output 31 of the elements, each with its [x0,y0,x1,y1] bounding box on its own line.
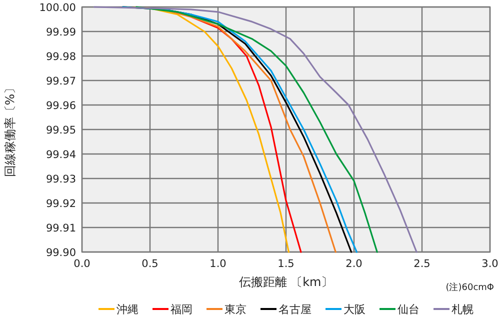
legend-label: 名古屋 [278,303,312,316]
y-tick-label: 99.94 [46,149,76,161]
line-series [122,6,290,253]
legend-label: 札幌 [452,303,474,316]
y-tick-label: 99.95 [46,124,76,136]
x-axis-title: 伝搬距離 〔km〕 [238,275,334,289]
y-tick-label: 99.90 [46,247,76,259]
x-tick-label: 1.0 [210,258,226,270]
x-tick-label: 2.0 [346,258,362,270]
y-tick-label: 99.97 [46,76,76,88]
x-tick-label: 3.0 [482,258,498,270]
line-series [190,16,302,253]
y-axis-title: 回線稼働率〔%〕 [3,82,17,178]
x-tick-label: 1.5 [278,258,294,270]
legend-label: 仙台 [398,303,420,316]
text: (注)60cmΦ [446,282,494,293]
y-tick-label: 100.00 [39,2,76,14]
x-tick-label: 2.5 [414,258,430,270]
y-tick-label: 99.92 [46,198,76,210]
y-tick-label: 99.98 [46,51,76,63]
x-tick-label: 0.0 [74,258,90,270]
legend-label: 東京 [224,303,246,316]
legend-label: 沖縄 [116,303,138,316]
y-tick-label: 99.99 [46,26,76,38]
y-tick-label: 99.96 [46,100,76,112]
legend-label: 福岡 [170,303,192,316]
legend-label: 大阪 [344,303,366,316]
x-tick-label: 0.5 [142,258,158,270]
y-tick-label: 99.91 [46,222,76,234]
line-series [93,6,418,253]
y-tick-label: 99.93 [46,174,76,186]
